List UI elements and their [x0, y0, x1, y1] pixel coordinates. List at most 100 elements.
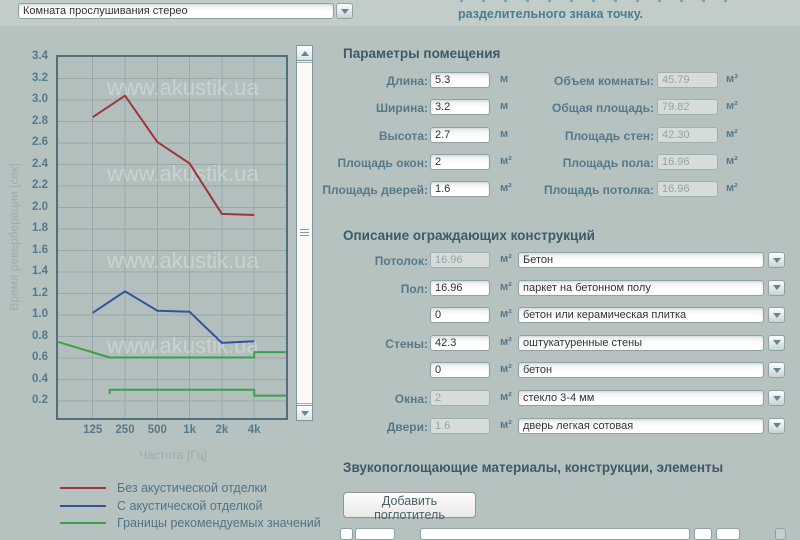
material-combo-input[interactable]: [518, 334, 764, 351]
param-input: [657, 181, 718, 198]
legend-label: Без акустической отделки: [117, 481, 268, 495]
section-title-absorbers: Звукопоглощающие материалы, конструкции,…: [343, 460, 724, 475]
reverberation-chart-plot: www.akustik.ua www.akustik.ua www.akustik.…: [56, 55, 288, 420]
thumb-grip-line: [300, 235, 309, 236]
x-tick-label: 125: [83, 424, 103, 436]
param-label: Площадь потолка:: [543, 183, 654, 198]
unit-label: м²: [500, 391, 512, 403]
legend-item: Границы рекомендуемых значений: [60, 516, 340, 533]
construction-area-input[interactable]: [430, 307, 490, 324]
y-tick-label: 2.6: [32, 136, 48, 148]
material-combo-dropdown-button[interactable]: [768, 252, 785, 268]
param-label: Общая площадь:: [551, 101, 654, 116]
unit-label: м³: [726, 73, 738, 85]
absorber-row-scroll-stub: [775, 528, 786, 540]
material-combo-dropdown-button[interactable]: [768, 307, 785, 324]
unit-label: м²: [726, 100, 738, 113]
param-input[interactable]: [430, 153, 490, 170]
unit-label: м²: [500, 335, 512, 348]
chevron-down-icon: [772, 395, 781, 405]
unit-label: м²: [500, 418, 512, 431]
legend-label: Границы рекомендуемых значений: [117, 516, 321, 531]
param-label: Высота:: [378, 128, 428, 143]
watermark-text: www.akustik.ua: [106, 248, 259, 273]
y-tick-label: 3.2: [32, 71, 48, 84]
construction-area-input[interactable]: [430, 362, 490, 379]
y-tick-label: 1.8: [32, 222, 48, 234]
y-tick-label: 1.6: [32, 243, 48, 256]
clipped-text-fragment: [460, 0, 745, 2]
material-combo-input[interactable]: [518, 279, 764, 296]
unit-label: м²: [500, 363, 512, 376]
chevron-down-icon: [772, 367, 781, 377]
legend-line-swatch: [60, 522, 106, 525]
unit-label: м²: [726, 182, 738, 195]
absorber-row-remove-button[interactable]: [716, 528, 740, 540]
material-combo-input[interactable]: [518, 390, 764, 406]
construction-label: Потолок:: [374, 254, 428, 268]
material-combo-dropdown-button[interactable]: [768, 390, 785, 406]
absorber-row-dropdown-button[interactable]: [694, 528, 712, 540]
x-tick-label: 500: [147, 424, 167, 436]
absorber-row-material-input[interactable]: [420, 528, 690, 540]
material-combo-dropdown-button[interactable]: [768, 334, 785, 351]
y-tick-label: 3.4: [32, 50, 48, 62]
construction-area-input: [430, 390, 490, 406]
material-combo-input[interactable]: [518, 307, 764, 324]
legend-label: С акустической отделкой: [117, 498, 263, 513]
param-label: Ширина:: [375, 101, 428, 116]
legend-line-swatch: [60, 504, 106, 507]
construction-label: Пол:: [400, 281, 428, 296]
x-tick-label: 1k: [183, 424, 196, 436]
room-preset-dropdown-button[interactable]: [336, 3, 353, 19]
legend-item: Без акустической отделки: [60, 481, 340, 498]
y-axis-title: Время реверберации [сек]: [7, 163, 21, 311]
room-preset-input[interactable]: [18, 3, 334, 19]
param-label: Площадь дверей:: [322, 183, 428, 198]
absorber-row-small-control[interactable]: [340, 528, 353, 540]
construction-label: Окна:: [394, 392, 428, 406]
scroll-up-button[interactable]: [297, 46, 312, 61]
absorber-row-quantity-input[interactable]: [355, 528, 395, 540]
unit-label: м²: [500, 253, 512, 265]
unit-label: м²: [726, 127, 738, 140]
chart-scrollbar[interactable]: [296, 45, 313, 421]
y-tick-label: 0.6: [32, 351, 48, 363]
param-input[interactable]: [430, 99, 490, 116]
scroll-down-icon: [300, 410, 309, 420]
param-input: [657, 126, 718, 143]
y-tick-label: 3.0: [32, 93, 48, 105]
series-line-2: [57, 340, 286, 359]
material-combo-dropdown-button[interactable]: [768, 362, 785, 379]
series-line-0: [92, 94, 255, 216]
material-combo-dropdown-button[interactable]: [768, 417, 785, 434]
material-combo-input[interactable]: [518, 252, 764, 268]
construction-area-input: [430, 417, 490, 434]
decimal-separator-message: разделительного знака точку.: [458, 7, 644, 21]
watermark-text: www.akustik.ua: [106, 333, 259, 358]
unit-label: м: [500, 100, 509, 113]
section-title-constructions: Описание ограждающих конструкций: [343, 228, 595, 243]
scrollbar-thumb[interactable]: [297, 62, 312, 404]
watermark-text: www.akustik.ua: [106, 161, 259, 186]
legend-line-swatch: [60, 487, 106, 489]
param-input[interactable]: [430, 181, 490, 198]
param-input[interactable]: [430, 72, 490, 88]
material-combo-input[interactable]: [518, 417, 764, 434]
material-combo-dropdown-button[interactable]: [768, 279, 785, 296]
unit-label: м²: [500, 182, 512, 195]
chevron-down-icon: [772, 312, 781, 322]
y-tick-label: 0.2: [32, 394, 48, 406]
thumb-grip-line: [300, 229, 309, 230]
add-absorber-button[interactable]: Добавить поглотитель: [343, 492, 476, 522]
construction-area-input[interactable]: [430, 334, 490, 351]
material-combo-input[interactable]: [518, 362, 764, 379]
y-tick-label: 0.8: [32, 329, 48, 342]
scroll-down-button[interactable]: [297, 405, 312, 420]
unit-label: м²: [500, 308, 512, 321]
construction-label: Стены:: [385, 336, 428, 351]
unit-label: м²: [500, 154, 512, 167]
construction-area-input[interactable]: [430, 279, 490, 296]
param-input[interactable]: [430, 126, 490, 143]
